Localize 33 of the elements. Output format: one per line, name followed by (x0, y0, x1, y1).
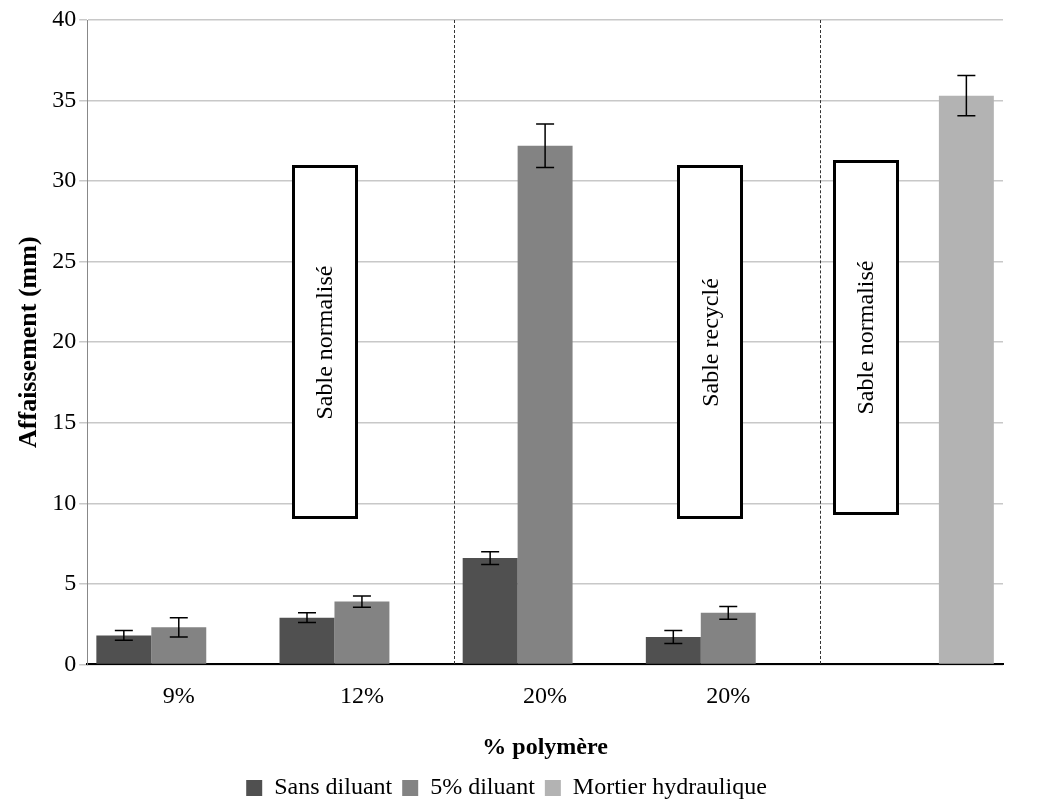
legend-label: Mortier hydraulique (572, 773, 767, 800)
x-axis-title: % polymère (482, 732, 609, 759)
y-tick-label: 0 (64, 649, 77, 676)
x-tick-label: 9% (162, 682, 195, 709)
y-tick-label: 15 (52, 408, 77, 435)
annotation: Sable normalisé (311, 265, 339, 420)
label-box: Sable recyclé (676, 165, 743, 520)
y-tick-label: 40 (52, 5, 77, 32)
bar (334, 601, 390, 664)
x-tick-label: 20% (523, 682, 568, 709)
bar (517, 145, 573, 664)
annotation: Sable recyclé (696, 277, 724, 407)
annotation: Sable normalisé (852, 260, 880, 415)
label-box: Sable normalisé (832, 160, 899, 515)
y-tick-label: 25 (52, 246, 77, 273)
y-tick-label: 10 (52, 488, 77, 515)
y-tick-label: 35 (52, 85, 77, 112)
bar (151, 627, 207, 664)
y-axis-title: Affaissement (mm) (13, 236, 43, 448)
bar (279, 617, 335, 664)
bar (938, 95, 994, 664)
y-tick-label: 30 (52, 166, 77, 193)
bar (645, 637, 701, 664)
bar (462, 558, 518, 664)
legend-label: Sans diluant (274, 773, 393, 800)
x-tick-label: 12% (339, 682, 384, 709)
x-tick-label: 20% (706, 682, 751, 709)
legend-label: 5% diluant (430, 773, 536, 800)
bar (96, 635, 152, 664)
y-tick-label: 5 (64, 569, 77, 596)
y-tick-label: 20 (52, 327, 77, 354)
bar (700, 612, 756, 664)
label-box: Sable normalisé (292, 165, 359, 520)
